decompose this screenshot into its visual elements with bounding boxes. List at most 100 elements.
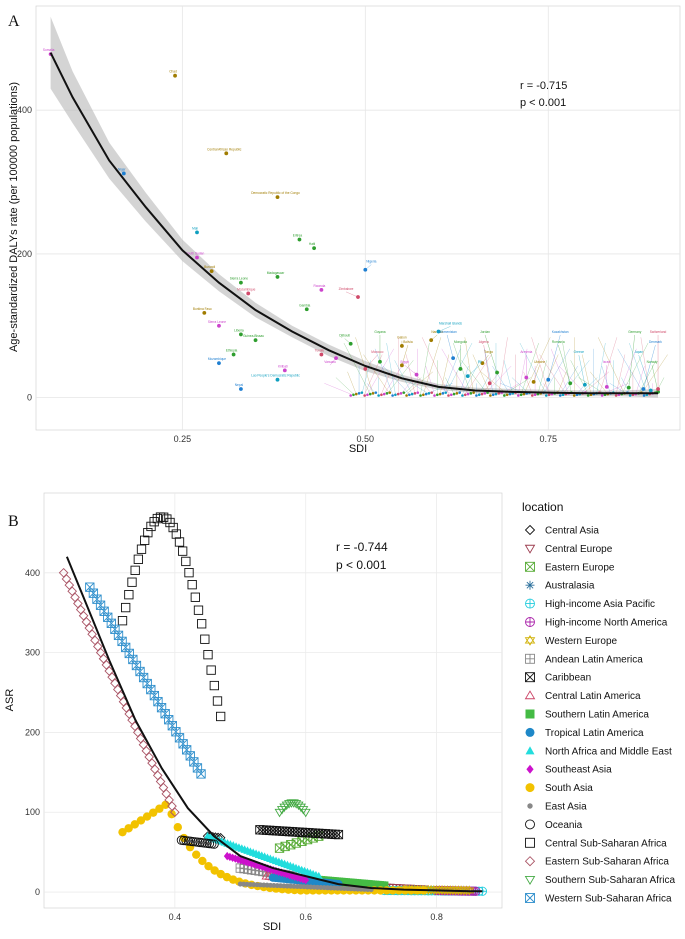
- panel-a-point-label: Denmark: [649, 340, 662, 344]
- panel-a-cloud-point: [371, 392, 375, 395]
- panel-b-point: [314, 871, 323, 880]
- panel-a-cloud-point: [475, 394, 478, 397]
- panel-b-point: [210, 866, 219, 875]
- panel-b-point: [189, 757, 199, 767]
- panel-a-point-label: Nepal: [235, 383, 244, 387]
- panel-a-cloud-point: [547, 393, 551, 397]
- legend-label: High-income Asia Pacific: [545, 599, 655, 610]
- panel-b-y-tick-label: 0: [35, 887, 40, 897]
- panel-a-cloud-point: [444, 391, 447, 394]
- panel-b-point: [135, 666, 145, 677]
- panel-b-chart: 0.4 0.6 0.8 0 100 200 300 400 B r = -0.744 p < …: [4, 492, 676, 933]
- panel-b-point: [146, 521, 156, 532]
- panel-a-point: [648, 388, 653, 393]
- legend-marker: [524, 635, 536, 646]
- panel-a-cloud-point: [449, 393, 453, 397]
- panel-a-point-label: Japan: [634, 350, 643, 354]
- panel-b-point: [235, 863, 245, 873]
- panel-b-point: [103, 612, 113, 622]
- panel-b-point: [259, 862, 266, 872]
- panel-a-gridlines: [36, 6, 680, 430]
- panel-a-cloud-leader: [381, 371, 391, 395]
- panel-b-point: [300, 808, 311, 818]
- panel-a-point: [414, 372, 419, 377]
- panel-a-chart: Somalia Chad Niger Central African Republic…: [8, 5, 681, 455]
- panel-a-cloud-leader: [441, 348, 469, 395]
- panel-a-point-label: Greece: [574, 350, 585, 354]
- panel-a-cloud-point: [357, 392, 361, 395]
- panel-a-point: [582, 382, 587, 387]
- panel-a-point-label: Bolivia: [403, 340, 413, 344]
- panel-a-cloud-leader: [347, 371, 357, 395]
- panel-a-point-label: Germany: [628, 330, 642, 334]
- legend-marker: [525, 672, 535, 683]
- legend-marker: [524, 876, 536, 885]
- panel-b-point: [128, 654, 138, 665]
- panel-a-cloud-leader: [599, 337, 618, 395]
- panel-a-label-leader: [438, 326, 451, 332]
- panel-a-cloud-point: [491, 393, 495, 397]
- panel-a-point-label: Burundi: [204, 265, 215, 269]
- panel-a-point: [319, 287, 324, 292]
- panel-a-stat-r: r = -0.715: [520, 80, 567, 92]
- panel-a-cloud-point: [531, 394, 534, 397]
- panel-a-cloud-point: [366, 393, 369, 397]
- panel-a-point: [282, 368, 287, 373]
- panel-b-point: [164, 715, 174, 725]
- legend-label: Oceania: [545, 820, 583, 831]
- panel-a-cloud-point: [544, 394, 548, 397]
- panel-a-point: [195, 255, 199, 260]
- panel-a-point: [239, 387, 243, 391]
- panel-a-fit-curve: [49, 52, 658, 395]
- panel-a-point: [275, 377, 280, 382]
- panel-b-ticks: 0.4 0.6 0.8 0 100 200 300 400: [25, 568, 443, 922]
- legend-label: Central Latin America: [545, 691, 641, 702]
- panel-a-cloud-point: [642, 394, 646, 397]
- panel-b-point: [136, 544, 147, 554]
- panel-b-y-tick-label: 300: [25, 648, 40, 658]
- panel-b-point: [168, 522, 178, 533]
- panel-a-cloud-point: [455, 392, 459, 395]
- panel-a-cloud-point: [458, 391, 461, 394]
- panel-a-label-leader: [446, 334, 454, 359]
- panel-a-cloud-leader: [543, 348, 570, 395]
- panel-a-cloud-point: [352, 393, 355, 397]
- legend-label: Central Asia: [545, 526, 599, 537]
- panel-a-cloud-point: [391, 394, 394, 397]
- panel-a-cloud-leader: [638, 360, 657, 395]
- panel-a-point-label: Tuvalu: [315, 349, 325, 353]
- panel-b-point: [146, 684, 156, 695]
- panel-a-cloud-point: [377, 394, 380, 397]
- panel-b-point: [149, 808, 158, 817]
- panel-b-point: [92, 594, 102, 604]
- panel-a-point: [275, 195, 280, 200]
- legend-marker: [525, 561, 535, 572]
- panel-a-cloud-point: [419, 394, 422, 397]
- legend-label: Western Europe: [545, 636, 618, 647]
- panel-a-point-label: Sierra Leone: [208, 320, 226, 324]
- panel-b-point: [155, 804, 164, 813]
- panel-b-point: [182, 745, 192, 755]
- panel-a-cloud-leader: [641, 354, 668, 395]
- panel-a-point-label: Guinea-Bissau: [243, 334, 264, 338]
- panel-b-point: [140, 535, 150, 545]
- panel-a-point: [531, 379, 536, 384]
- panel-a-cloud-point: [469, 392, 473, 395]
- panel-a-point-label: Sierra Leone: [230, 277, 248, 281]
- panel-a-cloud-leader: [394, 360, 413, 395]
- panel-a-point: [209, 269, 214, 274]
- panel-a-cloud-leader: [464, 337, 474, 395]
- legend-marker: [525, 580, 535, 590]
- panel-b-point: [152, 513, 162, 524]
- panel-a-cloud-point: [463, 393, 467, 397]
- panel-a-y-tick-label: 0: [27, 393, 32, 403]
- panel-a-point: [246, 291, 251, 296]
- panel-a-cloud-point: [416, 391, 420, 394]
- panel-a-point: [202, 310, 207, 315]
- panel-a-points: Somalia Chad Niger Central African Republic…: [43, 48, 667, 397]
- panel-a-cloud-leader: [472, 354, 491, 395]
- panel-b-point: [204, 861, 213, 871]
- panel-b-point: [162, 514, 172, 524]
- panel-a-cloud-point: [408, 393, 411, 397]
- panel-a-cloud-leader: [400, 383, 410, 395]
